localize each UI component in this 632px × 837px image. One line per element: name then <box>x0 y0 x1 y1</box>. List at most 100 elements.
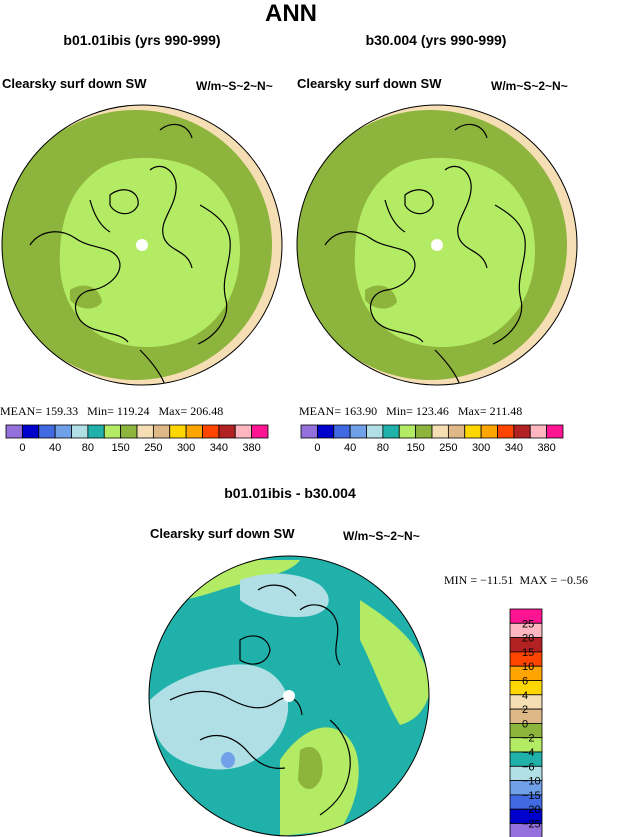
panel1-arctic-zone <box>59 157 240 348</box>
panel3-min-label: MIN = <box>444 573 478 587</box>
panel3-colorbar-tick-label: 20 <box>522 633 534 645</box>
panel2-colorbar: 0 40 80 150 250 300 340 380 <box>300 424 564 454</box>
panel3-colorbar-tick-label: 6 <box>522 676 528 688</box>
panel3-colorbar-tick-label: 10 <box>522 661 534 673</box>
panel2-arctic-zone <box>354 157 535 348</box>
panel3-zone-right-green <box>360 600 429 725</box>
panel2-max-label: Max= <box>457 404 487 418</box>
panel2-colorbar-box <box>513 424 531 439</box>
panel1-colorbar-box <box>152 424 171 439</box>
panel1-mean-label: MEAN= <box>0 404 43 418</box>
panel1-colorbar-tick-label: 0 <box>19 442 25 454</box>
panel2-colorbar-box <box>464 424 482 439</box>
panel1-colorbar-box <box>21 424 40 439</box>
panel1-colorbar-box <box>136 424 154 439</box>
panel2-colorbar-tick-label: 150 <box>406 442 424 454</box>
panel1-case-title: b01.01ibis (yrs 990-999) <box>63 32 221 48</box>
panel2-mean-value: 163.90 <box>344 404 378 418</box>
panel1-min-label: Min= <box>87 404 114 418</box>
panel2-colorbar-tick-label: 250 <box>439 442 457 454</box>
panel2-coastlines <box>324 123 526 385</box>
panel1-colorbar-box <box>185 424 203 439</box>
panel1-pole-marker <box>136 239 148 251</box>
panel2-dark-patch <box>365 285 397 309</box>
panel3-zone-blue-spot <box>221 752 235 768</box>
panel1-colorbar-tick-label: 340 <box>210 442 228 454</box>
panel2-colorbar-tick-label: 380 <box>537 442 555 454</box>
panel2-colorbar-box <box>366 424 384 439</box>
panel1-map-border <box>1 104 283 386</box>
panel3-map-border <box>148 555 430 837</box>
panel3-case-title: b01.01ibis - b30.004 <box>224 485 356 501</box>
panel1-map <box>1 104 283 386</box>
panel2-map <box>296 104 578 386</box>
panel3-max-value: −0.56 <box>560 573 588 587</box>
panel1-colorbar-box <box>5 424 23 439</box>
panel1-colorbar-box <box>202 424 220 439</box>
panel2-mean-label: MEAN= <box>299 404 342 418</box>
panel2-colorbar-box <box>529 424 548 439</box>
panel2-pole-marker <box>431 239 443 251</box>
panel2-units-label: W/m~S~2~N~ <box>491 79 568 93</box>
panel1-colorbar-box <box>218 424 236 439</box>
panel2-colorbar-box <box>447 424 466 439</box>
panel3-colorbar-tick-label: −15 <box>522 790 541 802</box>
panel2-colorbar-box <box>480 424 498 439</box>
panel3-zone-europe-green <box>280 727 359 836</box>
panel2-max-value: 211.48 <box>489 404 523 418</box>
panel1-colorbar-tick-label: 40 <box>49 442 61 454</box>
panel2-colorbar-tick-label: 80 <box>377 442 389 454</box>
panel3-colorbar-tick-label: −4 <box>522 747 535 759</box>
panel3-colorbar-tick-label: 4 <box>522 690 528 702</box>
panel2-colorbar-box <box>349 424 367 439</box>
panel3-zone-canada-light <box>150 664 289 770</box>
panel1-colorbar-box <box>87 424 105 439</box>
panel1-min-value: 119.24 <box>116 404 150 418</box>
panel3-colorbar-tick-label: 25 <box>522 618 534 630</box>
panel2-colorbar-box <box>398 424 417 439</box>
panel3-colorbar-tick-label: −10 <box>522 776 541 788</box>
panel1-colorbar-box <box>169 424 187 439</box>
panel1-mean-value: 159.33 <box>45 404 79 418</box>
panel2-colorbar-box <box>546 424 564 439</box>
panel3-stats: MIN = −11.51 MAX = −0.56 <box>444 573 588 588</box>
panel2-min-label: Min= <box>386 404 413 418</box>
panel2-colorbar-box <box>415 424 433 439</box>
panel3-max-label: MAX = <box>519 573 558 587</box>
panel1-colorbar-box <box>103 424 122 439</box>
panel1-colorbar: 0 40 80 150 250 300 340 380 <box>5 424 269 454</box>
panel2-colorbar-box <box>333 424 351 439</box>
panel2-colorbar-box <box>431 424 449 439</box>
panel1-max-value: 206.48 <box>190 404 224 418</box>
panel3-colorbar-tick-label: −6 <box>522 761 535 773</box>
panel1-stats: MEAN= 159.33 Min= 119.24 Max= 206.48 <box>0 404 223 419</box>
panel2-stats: MEAN= 163.90 Min= 123.46 Max= 211.48 <box>299 404 522 419</box>
panel2-min-value: 123.46 <box>415 404 449 418</box>
panel3-colorbar-box <box>509 823 543 837</box>
panel1-colorbar-box <box>71 424 89 439</box>
panel3-variable-label: Clearsky surf down SW <box>150 526 295 541</box>
panel3-colorbar-tick-label: 15 <box>522 647 534 659</box>
panel2-colorbar-box <box>316 424 335 439</box>
panel3-units-label: W/m~S~2~N~ <box>343 529 420 543</box>
panel2-colorbar-tick-label: 40 <box>344 442 356 454</box>
panel1-colorbar-tick-label: 80 <box>82 442 94 454</box>
panel1-colorbar-tick-label: 300 <box>177 442 195 454</box>
panel3-pole-marker <box>283 690 295 702</box>
panel2-colorbar-box <box>382 424 400 439</box>
panel3-colorbar-tick-label: −2 <box>522 733 535 745</box>
panel1-colorbar-tick-label: 150 <box>111 442 129 454</box>
panel3-colorbar-tick-label: −25 <box>522 819 541 831</box>
panel2-colorbar-tick-label: 0 <box>314 442 320 454</box>
panel2-colorbar-box <box>300 424 318 439</box>
panel2-colorbar-box <box>497 424 515 439</box>
panel3-colorbar-tick-label: 0 <box>522 718 528 730</box>
panel2-case-title: b30.004 (yrs 990-999) <box>365 32 507 48</box>
panel3-zone-dark-green <box>298 746 323 790</box>
panel1-colorbar-tick-label: 380 <box>242 442 260 454</box>
panel1-colorbar-tick-label: 250 <box>144 442 162 454</box>
panel1-colorbar-box <box>38 424 56 439</box>
panel1-colorbar-box <box>54 424 72 439</box>
panel2-colorbar-tick-label: 340 <box>505 442 523 454</box>
